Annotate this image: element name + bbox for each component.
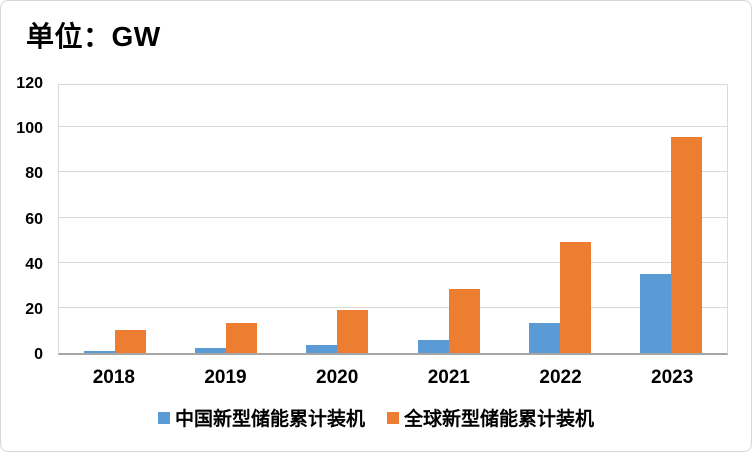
legend: 中国新型储能累计装机 全球新型储能累计装机 — [1, 404, 751, 431]
bar-china-2022 — [528, 322, 560, 353]
legend-label: 中国新型储能累计装机 — [174, 409, 365, 430]
bar-global-2022 — [559, 242, 591, 353]
x-tick-label-2021: 2021 — [427, 367, 470, 388]
gridline — [59, 261, 727, 263]
y-axis: 0 20 40 60 80 100 120 — [1, 1, 48, 451]
plot-area — [58, 84, 728, 355]
gridline — [59, 216, 727, 218]
bar-global-2023 — [671, 137, 703, 353]
legend-swatch-icon — [157, 411, 170, 424]
y-tick-label: 20 — [25, 300, 43, 318]
bar-global-2019 — [225, 322, 257, 353]
y-tick-label: 40 — [25, 255, 43, 273]
bar-group-2020 — [282, 85, 393, 353]
bar-groups — [59, 85, 727, 353]
legend-item-china: 中国新型储能累计装机 — [157, 404, 365, 431]
x-tick-label-2023: 2023 — [651, 367, 694, 388]
x-tick-label-2018: 2018 — [92, 367, 135, 388]
y-tick-label: 60 — [25, 210, 43, 228]
legend-item-global: 全球新型储能累计装机 — [387, 404, 594, 431]
bar-china-2020 — [306, 345, 338, 353]
bar-china-2019 — [194, 348, 226, 353]
bar-global-2021 — [448, 288, 480, 353]
gridline — [59, 126, 727, 128]
y-tick-label: 120 — [16, 75, 43, 92]
y-tick-label: 80 — [25, 165, 43, 183]
legend-swatch-icon — [387, 411, 399, 424]
gridline — [59, 171, 727, 173]
y-tick-label: 0 — [34, 346, 43, 363]
legend-label: 全球新型储能累计装机 — [404, 409, 595, 430]
x-tick-label-2020: 2020 — [316, 367, 359, 388]
bar-group-2019 — [170, 85, 281, 353]
bar-group-2018 — [59, 85, 170, 353]
chart-title: 单位：GW — [26, 21, 161, 52]
bar-china-2021 — [417, 339, 449, 353]
bar-group-2021 — [393, 85, 504, 353]
bar-global-2018 — [114, 330, 146, 353]
x-tick-label-2022: 2022 — [539, 367, 582, 388]
gridline — [59, 306, 727, 308]
bar-group-2022 — [504, 85, 615, 353]
bar-global-2020 — [337, 310, 369, 353]
x-tick-label-2019: 2019 — [204, 367, 247, 388]
bar-china-2023 — [640, 273, 672, 353]
bar-group-2023 — [616, 85, 727, 353]
x-axis: 2018 2019 2020 2021 2022 2023 — [58, 367, 728, 389]
bar-china-2018 — [83, 350, 115, 353]
y-tick-label: 100 — [16, 120, 43, 138]
